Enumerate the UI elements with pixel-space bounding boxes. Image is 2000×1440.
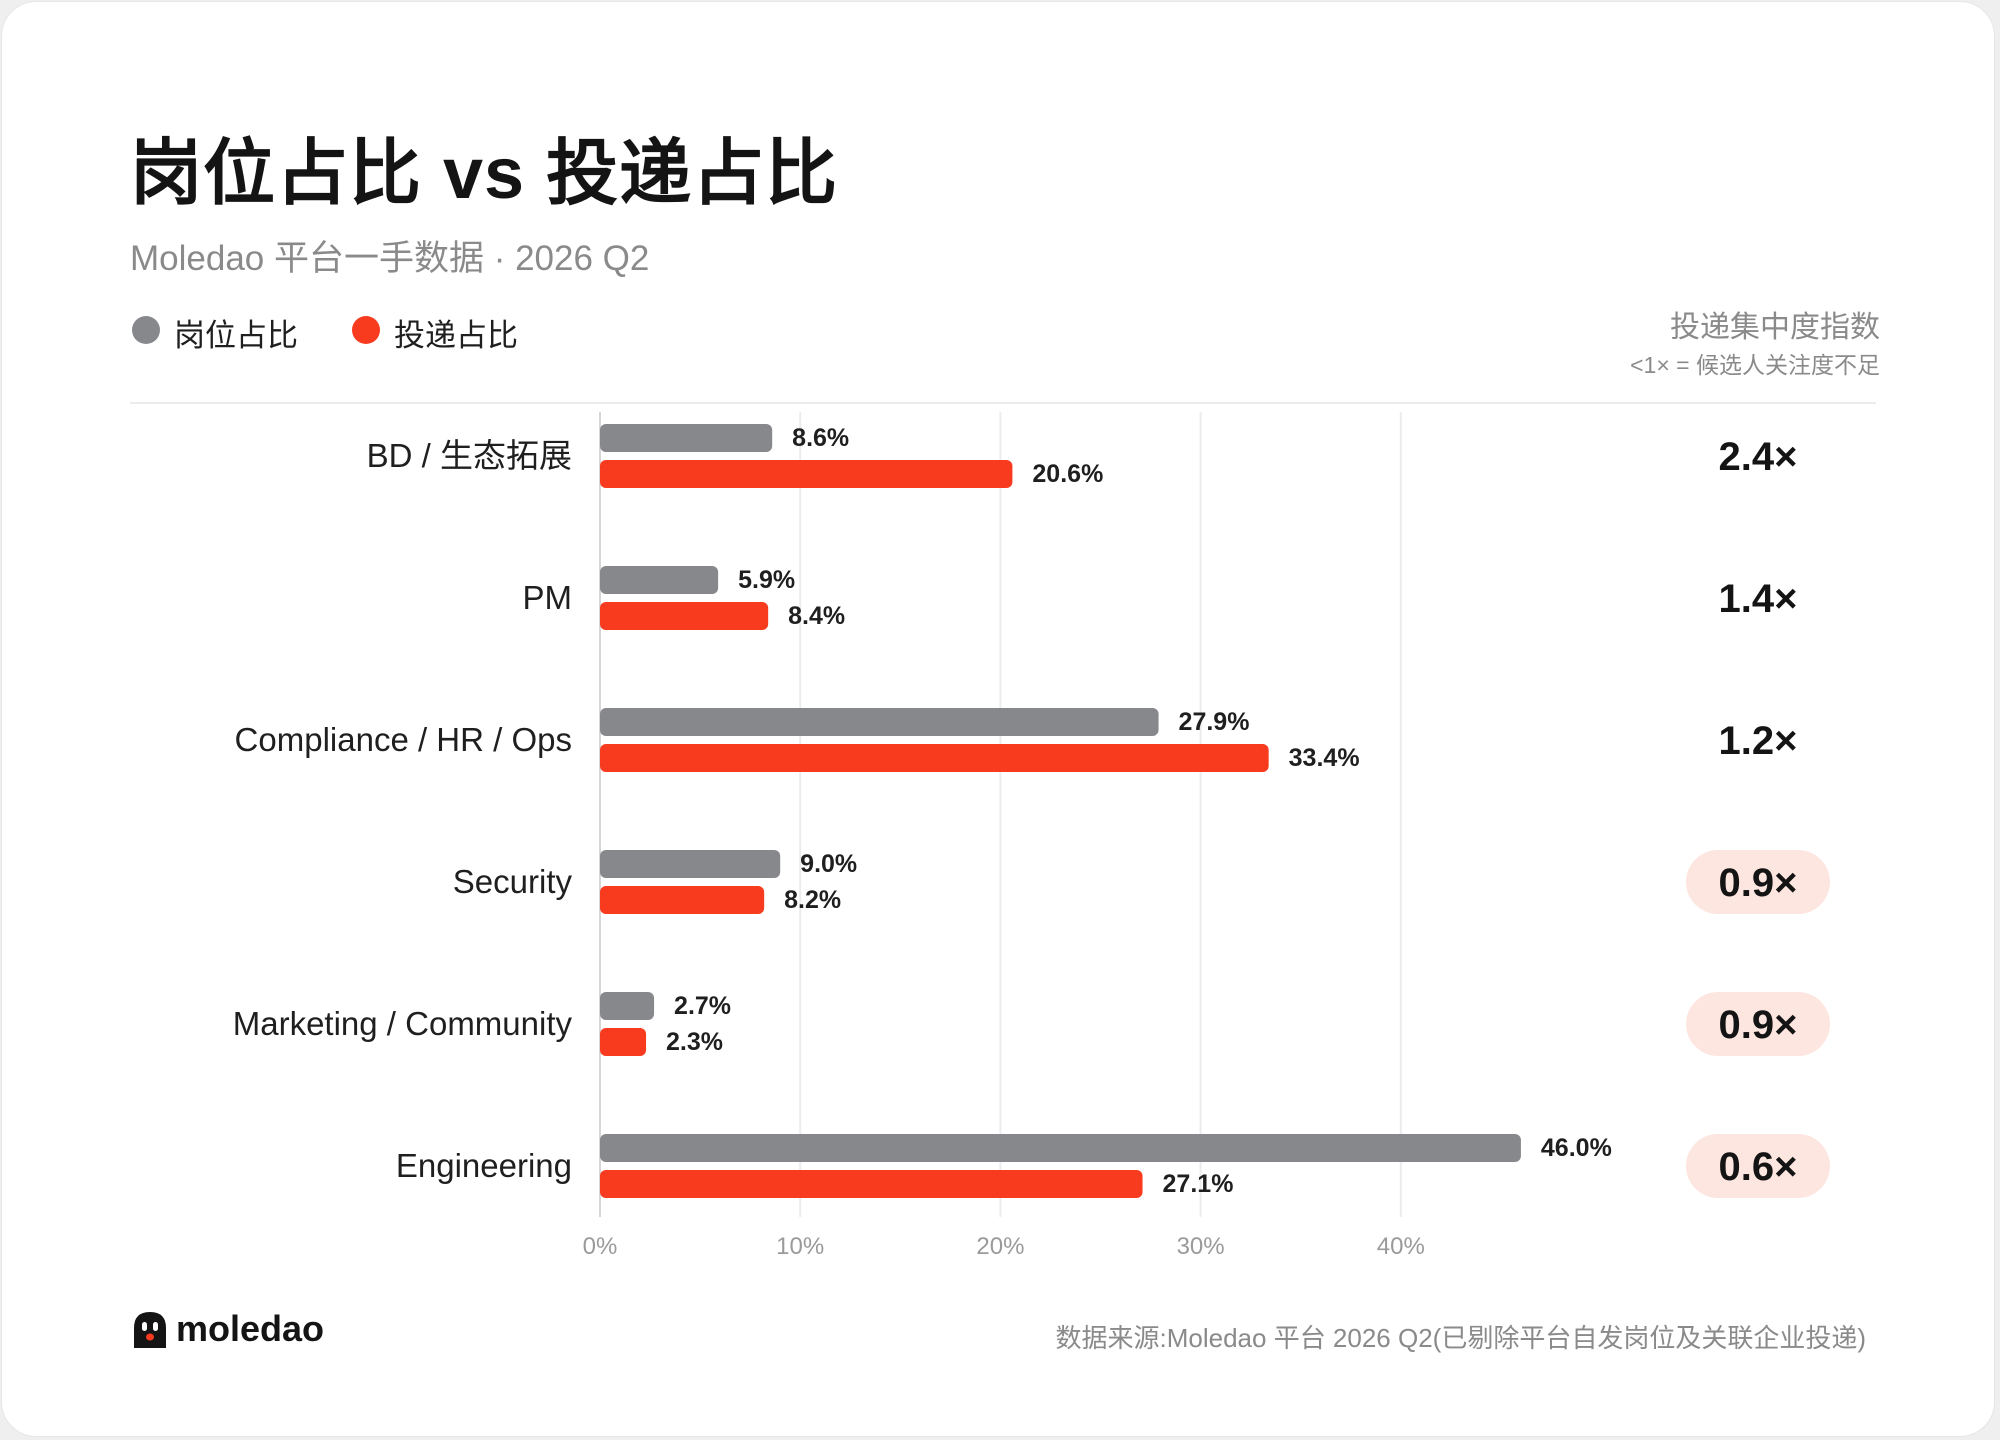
concentration-index-value: 0.9× xyxy=(1719,1003,1798,1047)
category-label: Marketing / Community xyxy=(233,1005,573,1042)
bar-value-label: 8.4% xyxy=(788,602,845,630)
category-label: PM xyxy=(523,579,573,616)
x-tick-label: 10% xyxy=(776,1233,824,1260)
category-label: Engineering xyxy=(396,1147,572,1184)
bar-application-share xyxy=(600,886,765,914)
legend-label-application-share: 投递占比 xyxy=(394,318,518,353)
legend-dot-application-share xyxy=(352,316,380,344)
bar-job-share xyxy=(600,708,1159,736)
index-header-title: 投递集中度指数 xyxy=(1670,311,1880,344)
bar-value-label: 8.6% xyxy=(792,424,849,452)
bar-value-label: 9.0% xyxy=(800,850,857,878)
bar-value-label: 5.9% xyxy=(738,566,795,594)
index-header-note: <1× = 候选人关注度不足 xyxy=(1630,352,1880,378)
source-note: 数据来源:Moledao 平台 2026 Q2(已剔除平台自发岗位及关联企业投递… xyxy=(1055,1323,1866,1353)
bar-job-share xyxy=(600,566,719,594)
index-highlight-pill xyxy=(1686,850,1830,914)
bar-value-label: 2.3% xyxy=(666,1028,723,1056)
mole-logo-icon xyxy=(134,1312,166,1348)
bar-value-label: 27.9% xyxy=(1179,708,1250,736)
bar-value-label: 8.2% xyxy=(784,886,841,914)
x-tick-label: 20% xyxy=(976,1233,1024,1260)
x-tick-label: 0% xyxy=(583,1233,618,1260)
concentration-index-value: 2.4× xyxy=(1719,435,1798,479)
chart-subtitle: Moledao 平台一手数据 · 2026 Q2 xyxy=(130,239,650,278)
bar-value-label: 20.6% xyxy=(1032,460,1103,488)
bar-job-share xyxy=(600,992,655,1020)
category-label: BD / 生态拓展 xyxy=(367,437,572,474)
index-highlight-pill xyxy=(1686,1134,1830,1198)
legend-label-job-share: 岗位占比 xyxy=(174,318,298,353)
category-label: Compliance / HR / Ops xyxy=(235,721,572,758)
concentration-index-value: 0.9× xyxy=(1719,861,1798,905)
bar-value-label: 33.4% xyxy=(1289,744,1360,772)
bar-value-label: 2.7% xyxy=(674,992,731,1020)
bar-job-share xyxy=(600,424,773,452)
bar-value-label: 27.1% xyxy=(1163,1170,1234,1198)
concentration-index-value: 1.4× xyxy=(1719,577,1798,621)
concentration-index-value: 0.6× xyxy=(1719,1145,1798,1189)
header-divider xyxy=(130,402,1876,404)
category-label: Security xyxy=(453,863,573,900)
bar-application-share xyxy=(600,1170,1143,1198)
bar-job-share xyxy=(600,850,781,878)
bar-job-share xyxy=(600,1134,1521,1162)
brand-name: moledao xyxy=(176,1308,325,1349)
bar-application-share xyxy=(600,744,1269,772)
bar-application-share xyxy=(600,1028,647,1056)
bar-application-share xyxy=(600,460,1013,488)
index-highlight-pill xyxy=(1686,992,1830,1056)
x-tick-label: 30% xyxy=(1177,1233,1225,1260)
chart-title: 岗位占比 vs 投递占比 xyxy=(130,134,839,214)
x-tick-label: 40% xyxy=(1377,1233,1425,1260)
concentration-index-value: 1.2× xyxy=(1719,719,1798,763)
legend-dot-job-share xyxy=(132,316,160,344)
bar-application-share xyxy=(600,602,769,630)
bar-value-label: 46.0% xyxy=(1541,1134,1612,1162)
index-header: 投递集中度指数 <1× = 候选人关注度不足 xyxy=(1630,308,1880,382)
